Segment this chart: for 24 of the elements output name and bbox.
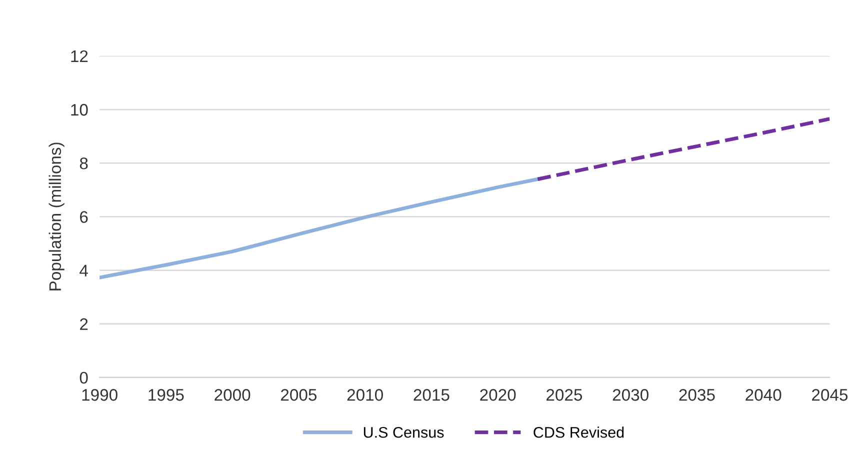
x-tick-label: 2035 [679, 389, 715, 401]
legend-label: CDS Revised [534, 426, 624, 438]
x-tick-label: 2010 [347, 389, 383, 401]
x-tick-label: 1995 [148, 389, 184, 401]
y-tick-label: 0 [80, 372, 88, 384]
y-tick-label: 8 [80, 158, 88, 170]
x-tick-label: 2015 [414, 389, 450, 401]
y-tick-label: 4 [80, 264, 88, 276]
legend-label: U.S Census [364, 426, 444, 438]
y-tick-label: 12 [71, 50, 88, 62]
y-axis-title: Population (millions) [48, 142, 64, 290]
x-tick-label: 2000 [214, 389, 250, 401]
line-series [536, 117, 830, 181]
x-tick-label: 2045 [812, 389, 848, 401]
y-tick-label: 6 [80, 211, 88, 223]
x-tick-label: 2005 [281, 389, 317, 401]
x-tick-label: 2025 [546, 389, 582, 401]
y-tick-label: 10 [71, 104, 88, 116]
line-series [100, 177, 540, 280]
y-tick-label: 2 [80, 318, 88, 330]
x-tick-label: 2030 [612, 389, 648, 401]
x-tick-label: 1990 [82, 389, 118, 401]
x-tick-label: 2040 [746, 389, 782, 401]
x-tick-label: 2020 [480, 389, 516, 401]
